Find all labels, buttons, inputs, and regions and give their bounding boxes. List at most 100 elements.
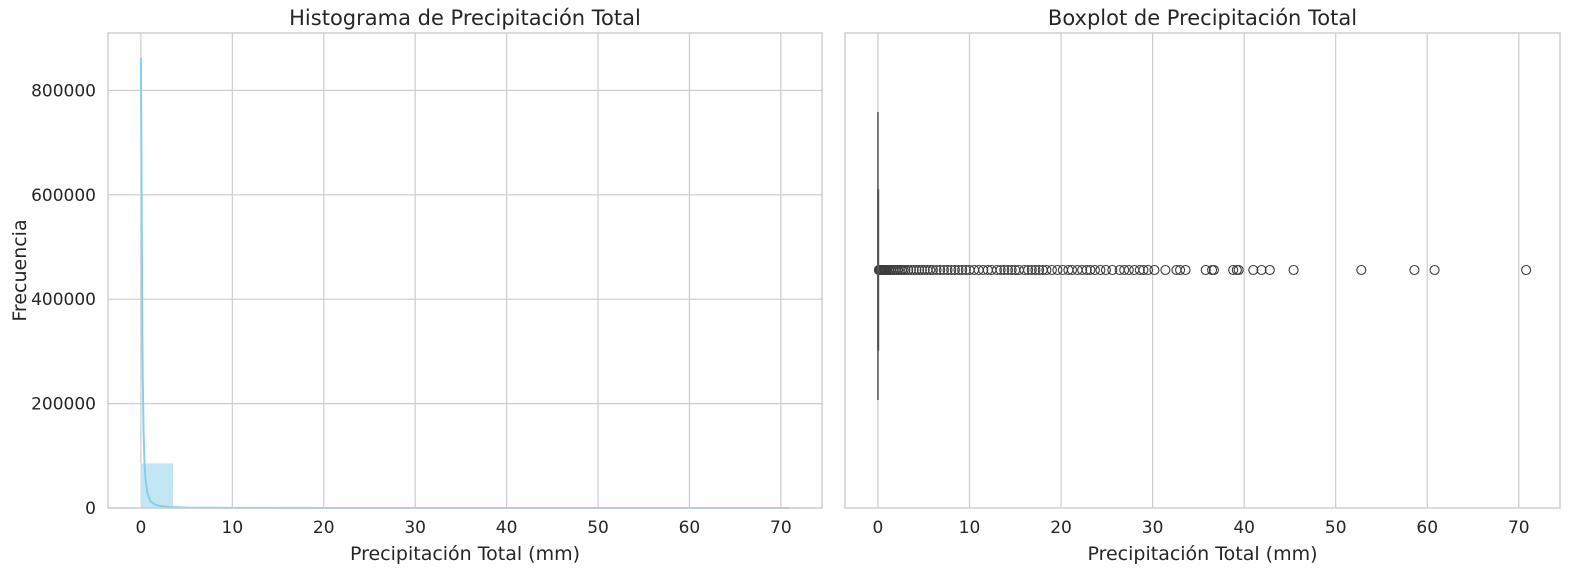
x-tick-label: 50 — [587, 518, 609, 538]
y-tick-label: 600000 — [31, 186, 96, 206]
outlier-point — [1138, 264, 1149, 276]
histogram-title: Histograma de Precipitación Total — [289, 6, 641, 30]
outlier-point — [1085, 264, 1096, 276]
outlier-point — [946, 264, 957, 276]
outlier-point — [1066, 264, 1078, 276]
outlier-point — [1409, 264, 1420, 276]
outlier-point — [1356, 264, 1367, 276]
outlier-point — [991, 264, 1003, 276]
boxplot-x-axis-label: Precipitación Total (mm) — [1087, 543, 1317, 565]
outlier-point — [1041, 264, 1052, 276]
outlier-point — [900, 264, 911, 276]
outlier-point — [1160, 264, 1171, 276]
x-tick-label: 0 — [135, 518, 146, 538]
x-tick-label: 60 — [679, 518, 701, 538]
outlier-point — [1233, 264, 1244, 276]
boxplot-outliers — [873, 264, 1532, 276]
outlier-point — [957, 264, 968, 276]
outlier-point — [1119, 264, 1130, 276]
outlier-point — [938, 264, 949, 276]
outlier-point — [916, 264, 927, 276]
boxplot-x-ticks: 0 10 20 30 40 50 60 70 — [873, 518, 1530, 538]
y-tick-label: 0 — [85, 499, 96, 519]
x-tick-label: 0 — [873, 518, 884, 538]
outlier-point — [1077, 264, 1088, 276]
x-tick-label: 70 — [770, 518, 792, 538]
histogram-x-axis-label: Precipitación Total (mm) — [350, 543, 580, 565]
boxplot-panel: 0 10 20 30 40 50 60 70 Boxplot de Precipitación… — [844, 6, 1561, 565]
outlier-point — [1057, 264, 1068, 276]
outlier-point — [960, 264, 971, 276]
outlier-point — [1052, 264, 1063, 276]
outlier-point — [995, 264, 1006, 276]
outlier-point — [978, 264, 989, 276]
outlier-point — [949, 264, 960, 276]
outlier-point — [1248, 264, 1259, 276]
histogram-panel: 0 10 20 30 40 50 60 70 0 200000 400000 600000 80000… — [9, 6, 823, 565]
outlier-point — [1256, 264, 1267, 276]
outlier-point — [1264, 264, 1275, 276]
histogram-frame — [107, 32, 823, 509]
outlier-point — [1100, 264, 1111, 276]
boxplot-box — [877, 112, 880, 400]
outlier-point — [903, 264, 914, 276]
x-tick-label: 20 — [313, 518, 335, 538]
outlier-point — [1429, 264, 1440, 276]
outlier-point — [1034, 264, 1045, 276]
outlier-point — [1123, 264, 1134, 276]
outlier-point — [1200, 264, 1211, 276]
outlier-point — [1081, 264, 1092, 276]
outlier-point — [1149, 264, 1160, 276]
outlier-point — [1288, 264, 1299, 276]
x-tick-label: 30 — [1142, 518, 1164, 538]
outlier-point — [942, 264, 953, 276]
outlier-point — [953, 264, 964, 276]
outlier-point — [999, 264, 1010, 276]
y-tick-label: 200000 — [31, 395, 96, 415]
histogram-y-ticks: 0 200000 400000 600000 800000 — [31, 81, 96, 519]
x-tick-label: 30 — [404, 518, 426, 538]
histogram-bars — [140, 462, 791, 509]
outlier-point — [925, 264, 936, 276]
histogram-y-axis-label: Frecuencia — [9, 219, 31, 321]
x-tick-label: 60 — [1416, 518, 1438, 538]
y-tick-label: 800000 — [31, 81, 96, 101]
kde-curve — [139, 58, 791, 509]
outlier-point — [914, 264, 925, 276]
outlier-point — [1019, 264, 1030, 276]
outlier-point — [1046, 264, 1057, 276]
outlier-point — [1175, 264, 1186, 276]
x-tick-label: 40 — [496, 518, 518, 538]
outlier-point — [1521, 264, 1532, 276]
outlier-point — [905, 264, 916, 276]
histogram-grid — [108, 33, 822, 509]
outlier-point — [931, 264, 942, 276]
outlier-point — [1180, 264, 1191, 276]
outlier-point — [1107, 264, 1118, 276]
outlier-point — [1134, 264, 1145, 276]
outlier-point — [1002, 264, 1014, 276]
outlier-point — [1208, 264, 1219, 276]
outlier-point — [1026, 264, 1037, 276]
outlier-point — [908, 264, 919, 276]
x-tick-label: 40 — [1233, 518, 1255, 538]
outlier-point — [1006, 264, 1017, 276]
outlier-point — [1129, 264, 1140, 276]
outlier-point — [935, 264, 946, 276]
x-tick-label: 10 — [959, 518, 981, 538]
outlier-point — [911, 264, 922, 276]
outlier-point — [919, 264, 930, 276]
y-tick-label: 400000 — [31, 290, 96, 310]
x-tick-label: 70 — [1508, 518, 1530, 538]
outlier-point — [1228, 264, 1239, 276]
histogram-x-ticks: 0 10 20 30 40 50 60 70 — [135, 518, 791, 538]
x-tick-label: 10 — [222, 518, 244, 538]
x-tick-label: 50 — [1325, 518, 1347, 538]
x-tick-label: 20 — [1050, 518, 1072, 538]
boxplot-frame — [844, 32, 1561, 509]
outlier-point — [1023, 264, 1034, 276]
outlier-point — [1030, 264, 1041, 276]
boxplot-title: Boxplot de Precipitación Total — [1048, 6, 1357, 30]
outlier-point — [1095, 264, 1106, 276]
